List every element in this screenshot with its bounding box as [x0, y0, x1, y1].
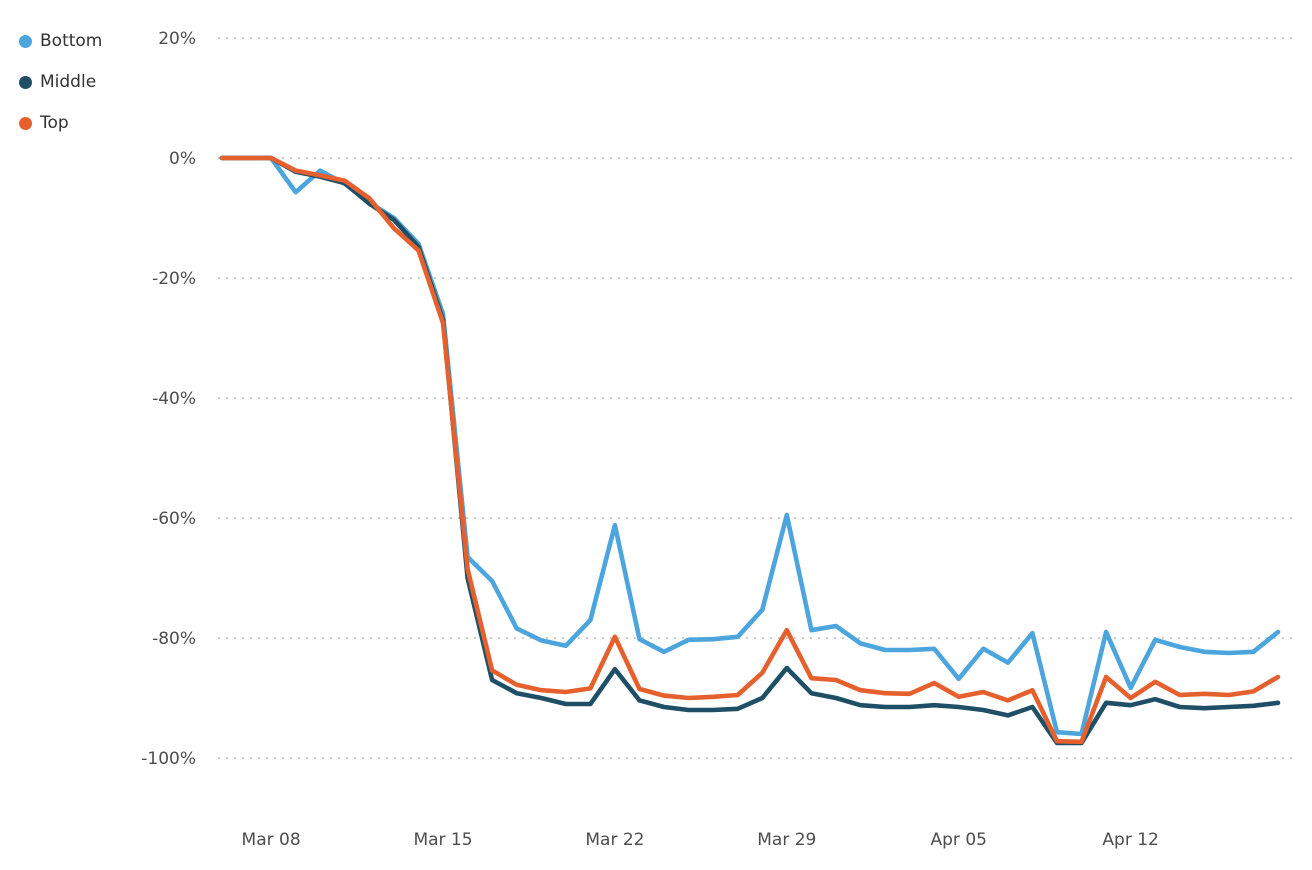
y-axis-tick-label: 20% [158, 29, 196, 49]
x-axis-tick-label: Mar 29 [757, 830, 816, 850]
x-axis-tick-label: Apr 05 [931, 830, 987, 850]
y-axis-tick-label: -40% [152, 389, 196, 409]
x-axis-tick-label: Mar 08 [242, 830, 301, 850]
series-line-middle [219, 155, 1281, 746]
gridlines [218, 37, 1292, 759]
legend-dot-icon [19, 116, 32, 130]
legend-label: Middle [40, 72, 97, 92]
y-axis-tick-label: -80% [152, 629, 196, 649]
y-axis-labels: 20% 0% -20% -40% -60% -80% -100% [141, 29, 196, 769]
legend-item-bottom[interactable]: Bottom [19, 26, 102, 56]
legend-dot-icon [19, 75, 32, 89]
series-line-top [219, 155, 1281, 745]
y-axis-tick-label: -20% [152, 269, 196, 289]
series-line-bottom [219, 155, 1281, 737]
legend-label: Bottom [40, 31, 103, 51]
legend-item-top[interactable]: Top [19, 108, 102, 138]
y-axis-tick-label: 0% [169, 149, 196, 169]
y-axis-tick-label: -100% [141, 749, 196, 769]
legend-item-middle[interactable]: Middle [19, 67, 102, 97]
legend-label: Top [40, 113, 69, 133]
x-axis-labels: Mar 08 Mar 15 Mar 22 Mar 29 Apr 05 Apr 12 [242, 830, 1159, 850]
chart-legend: Bottom Middle Top [19, 26, 102, 138]
y-axis-tick-label: -60% [152, 509, 196, 529]
x-axis-tick-label: Mar 15 [413, 830, 472, 850]
x-axis-tick-label: Mar 22 [585, 830, 644, 850]
x-axis-tick-label: Apr 12 [1102, 830, 1158, 850]
legend-dot-icon [19, 34, 32, 48]
